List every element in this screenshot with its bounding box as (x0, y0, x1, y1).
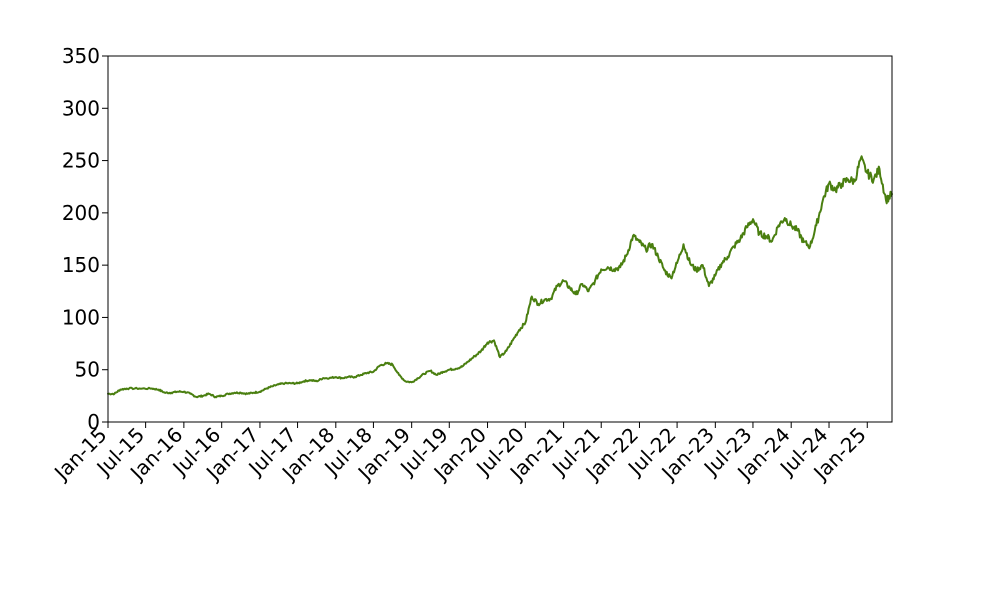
series-line-0 (107, 155, 893, 399)
series-layer (107, 155, 893, 399)
y-tick-label: 100 (62, 305, 100, 329)
y-tick-label: 0 (87, 410, 100, 434)
y-tick-label: 150 (62, 253, 100, 277)
plot-frame (107, 55, 893, 423)
y-tick-label: 200 (62, 201, 100, 225)
y-tick-label: 50 (75, 358, 100, 382)
y-tick-label: 300 (62, 96, 100, 120)
y-tick-label: 250 (62, 149, 100, 173)
y-axis: 0 50 100 150 200 250 300 350 (62, 44, 108, 434)
y-tick-label: 350 (62, 44, 100, 68)
